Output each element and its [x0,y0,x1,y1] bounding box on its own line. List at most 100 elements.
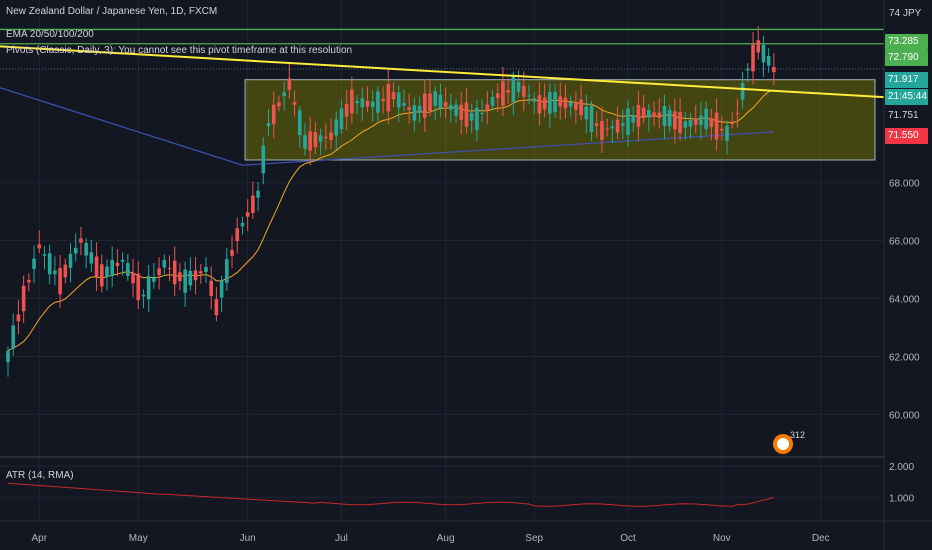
candle-body [532,98,536,101]
candle-body [558,96,562,106]
badge-count: 312 [790,430,805,440]
price-axis[interactable]: 68.000 66.000 64.000 62.000 60.000 [889,179,920,422]
candle-body [152,278,156,282]
candle-body [595,123,599,126]
candle-body [611,126,615,128]
candle-body [423,94,427,118]
candle-body [6,351,10,363]
candle-body [689,120,693,127]
candle-body [486,105,490,110]
candle-body [746,69,750,71]
time-axis[interactable]: Apr May Jun Jul Aug Sep Oct Nov Dec [31,533,829,544]
candle-body [64,265,68,278]
candle-body [579,99,583,115]
candle-body [84,243,88,256]
x-tick-label: May [129,533,148,544]
candle-body [475,108,479,130]
x-tick-label: Aug [437,533,455,544]
candle-body [277,102,281,106]
candle-body [637,105,641,127]
candle-body [605,129,609,130]
pivots-legend[interactable]: Pivots (Classic, Daily, 3): You cannot s… [6,45,352,56]
ema-legend[interactable]: EMA 20/50/100/200 [6,29,94,40]
earnings-badge[interactable]: 312 [773,430,805,454]
candle-body [647,110,651,117]
candle-body [433,91,437,106]
candle-body [168,268,172,269]
candle-body [590,106,594,133]
candle-body [147,276,151,299]
candle-body [439,95,443,108]
price-tag: 73.285 [885,34,928,50]
candle-body [69,254,73,268]
candle-body [288,78,292,89]
candle-body [340,109,344,130]
candle-body [574,102,578,110]
y-tick-label: 64.000 [889,295,920,306]
candle-body [564,98,568,108]
candle-body [444,102,448,107]
candle-body [100,264,104,286]
candle-body [163,260,167,267]
atr-legend[interactable]: ATR (14, RMA) [6,470,74,481]
candle-body [517,82,521,92]
candle-body [334,119,338,135]
y-tick-label: 62.000 [889,352,920,363]
candle-body [293,102,297,105]
candle-body [720,129,724,131]
candle-body [319,135,323,142]
candle-body [741,83,745,100]
candle-body [157,268,161,275]
candle-body [303,135,307,149]
candle-body [694,119,698,125]
candle-body [710,118,714,127]
candle-body [428,93,432,110]
candle-body [298,110,302,135]
candle-body [585,107,589,120]
candle-body [235,228,239,241]
candle-body [246,212,250,216]
price-tag: 21:45:44 [885,89,928,105]
candle-body [22,286,26,312]
candle-body [251,196,255,213]
price-tag: 71.550 [885,128,928,144]
atr-line [8,483,774,506]
candle-body [631,115,635,123]
x-tick-label: Sep [525,533,543,544]
candle-body [27,280,31,282]
candle-body [355,101,359,103]
symbol-title[interactable]: New Zealand Dollar / Japanese Yen, 1D, F… [6,6,217,17]
candle-body [178,272,182,281]
candle-body [736,113,740,114]
y-tick-label: 60.000 [889,410,920,421]
candle-body [376,92,380,113]
badge-inner [777,438,789,450]
candle-body [241,223,245,227]
candle-body [58,268,62,294]
atr-tick-label: 2.000 [889,462,914,473]
candle-body [657,113,661,118]
candle-body [491,97,495,106]
candle-body [371,102,375,107]
candle-body [512,76,516,101]
candle-body [673,111,677,129]
candle-body [366,101,370,107]
candle-body [762,45,766,63]
price-tag: 72.790 [885,50,928,66]
candle-body [136,274,140,300]
x-tick-label: Jul [335,533,348,544]
candle-body [74,248,78,254]
candle-body [225,259,229,283]
candle-body [496,93,500,98]
candle-body [522,86,526,97]
x-tick-label: Dec [812,533,830,544]
candle-body [17,314,21,321]
candlestick-series[interactable] [6,26,775,377]
candle-body [626,108,630,134]
candle-body [538,95,542,113]
candle-body [43,254,47,256]
candle-body [131,273,135,283]
candle-body [121,260,125,262]
atr-axis[interactable]: 2.000 1.000 [889,462,914,504]
